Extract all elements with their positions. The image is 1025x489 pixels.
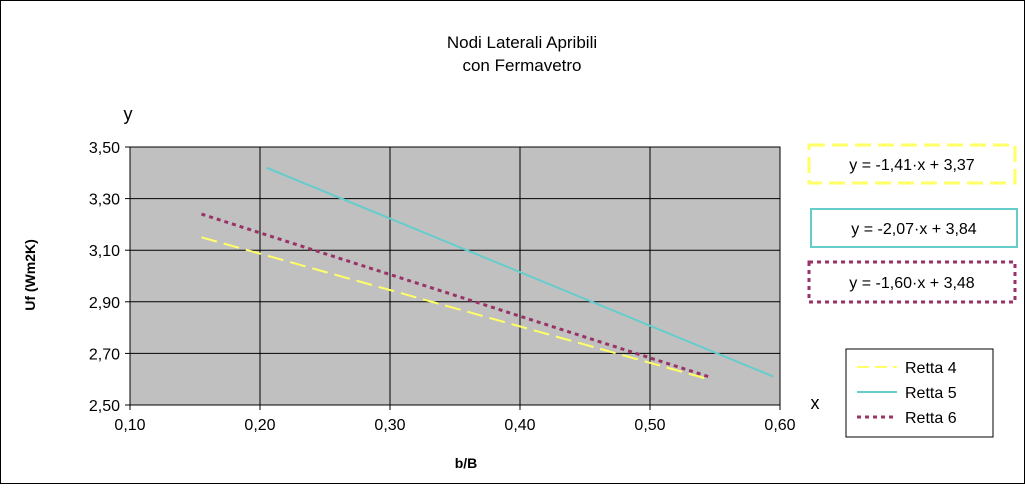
chart-title-line-1: Nodi Laterali Apribili: [447, 33, 597, 52]
y-tick-label: 2,90: [89, 295, 120, 312]
series-line-retta-4: [201, 236, 709, 381]
x-axis-label: b/B: [455, 455, 478, 471]
legend-label-retta-6: Retta 6: [905, 410, 957, 427]
y-tick-label: 3,10: [89, 243, 120, 260]
equation-box-retta-6: [807, 260, 1017, 304]
legend-label-retta-5: Retta 5: [905, 385, 957, 402]
legend: Retta 4 Retta 5 Retta 6: [845, 348, 994, 438]
plot-background: [130, 147, 780, 405]
legend-label-retta-4: Retta 4: [905, 360, 957, 377]
y-tick-label: 3,30: [89, 192, 120, 209]
x-tick-label: 0,30: [374, 417, 405, 434]
y-tick-label: 2,70: [89, 346, 120, 363]
y-tick-label: 3,50: [89, 140, 120, 157]
y-axis-letter: y: [124, 104, 133, 124]
equation-label-retta-4: y = -1,41·x + 3,37: [849, 157, 975, 174]
x-axis-letter: x: [811, 393, 820, 413]
equation-label-retta-5: y = -2,07·x + 3,84: [851, 221, 977, 238]
x-tick-label: 0,40: [504, 417, 535, 434]
axis-ticks: 0,10 0,20 0,30 0,40 0,50 0,60 2,50 2,70 2,90 3,10…: [89, 140, 796, 434]
equation-label-retta-6: y = -1,60·x + 3,48: [849, 275, 975, 292]
series-line-retta-6: [201, 212, 709, 379]
x-tick-label: 0,20: [244, 417, 275, 434]
x-tick-label: 0,50: [634, 417, 665, 434]
grid-lines: [130, 147, 780, 405]
series-lines: [201, 166, 774, 381]
series-line-retta-5: [266, 166, 774, 378]
x-tick-label: 0,10: [114, 417, 145, 434]
chart-title-line-2: con Fermavetro: [462, 56, 581, 75]
trendline-equations: y = -1,41·x + 3,37 y = -2,07·x + 3,84 y = …: [807, 143, 1018, 304]
plot-border: [129, 146, 781, 406]
y-axis-label: Uf (Wm2K): [22, 239, 38, 311]
equation-box-retta-4: [807, 143, 1017, 185]
x-tick-label: 0,60: [764, 417, 795, 434]
equation-box-retta-5: [810, 208, 1018, 248]
y-tick-label: 2,50: [89, 398, 120, 415]
